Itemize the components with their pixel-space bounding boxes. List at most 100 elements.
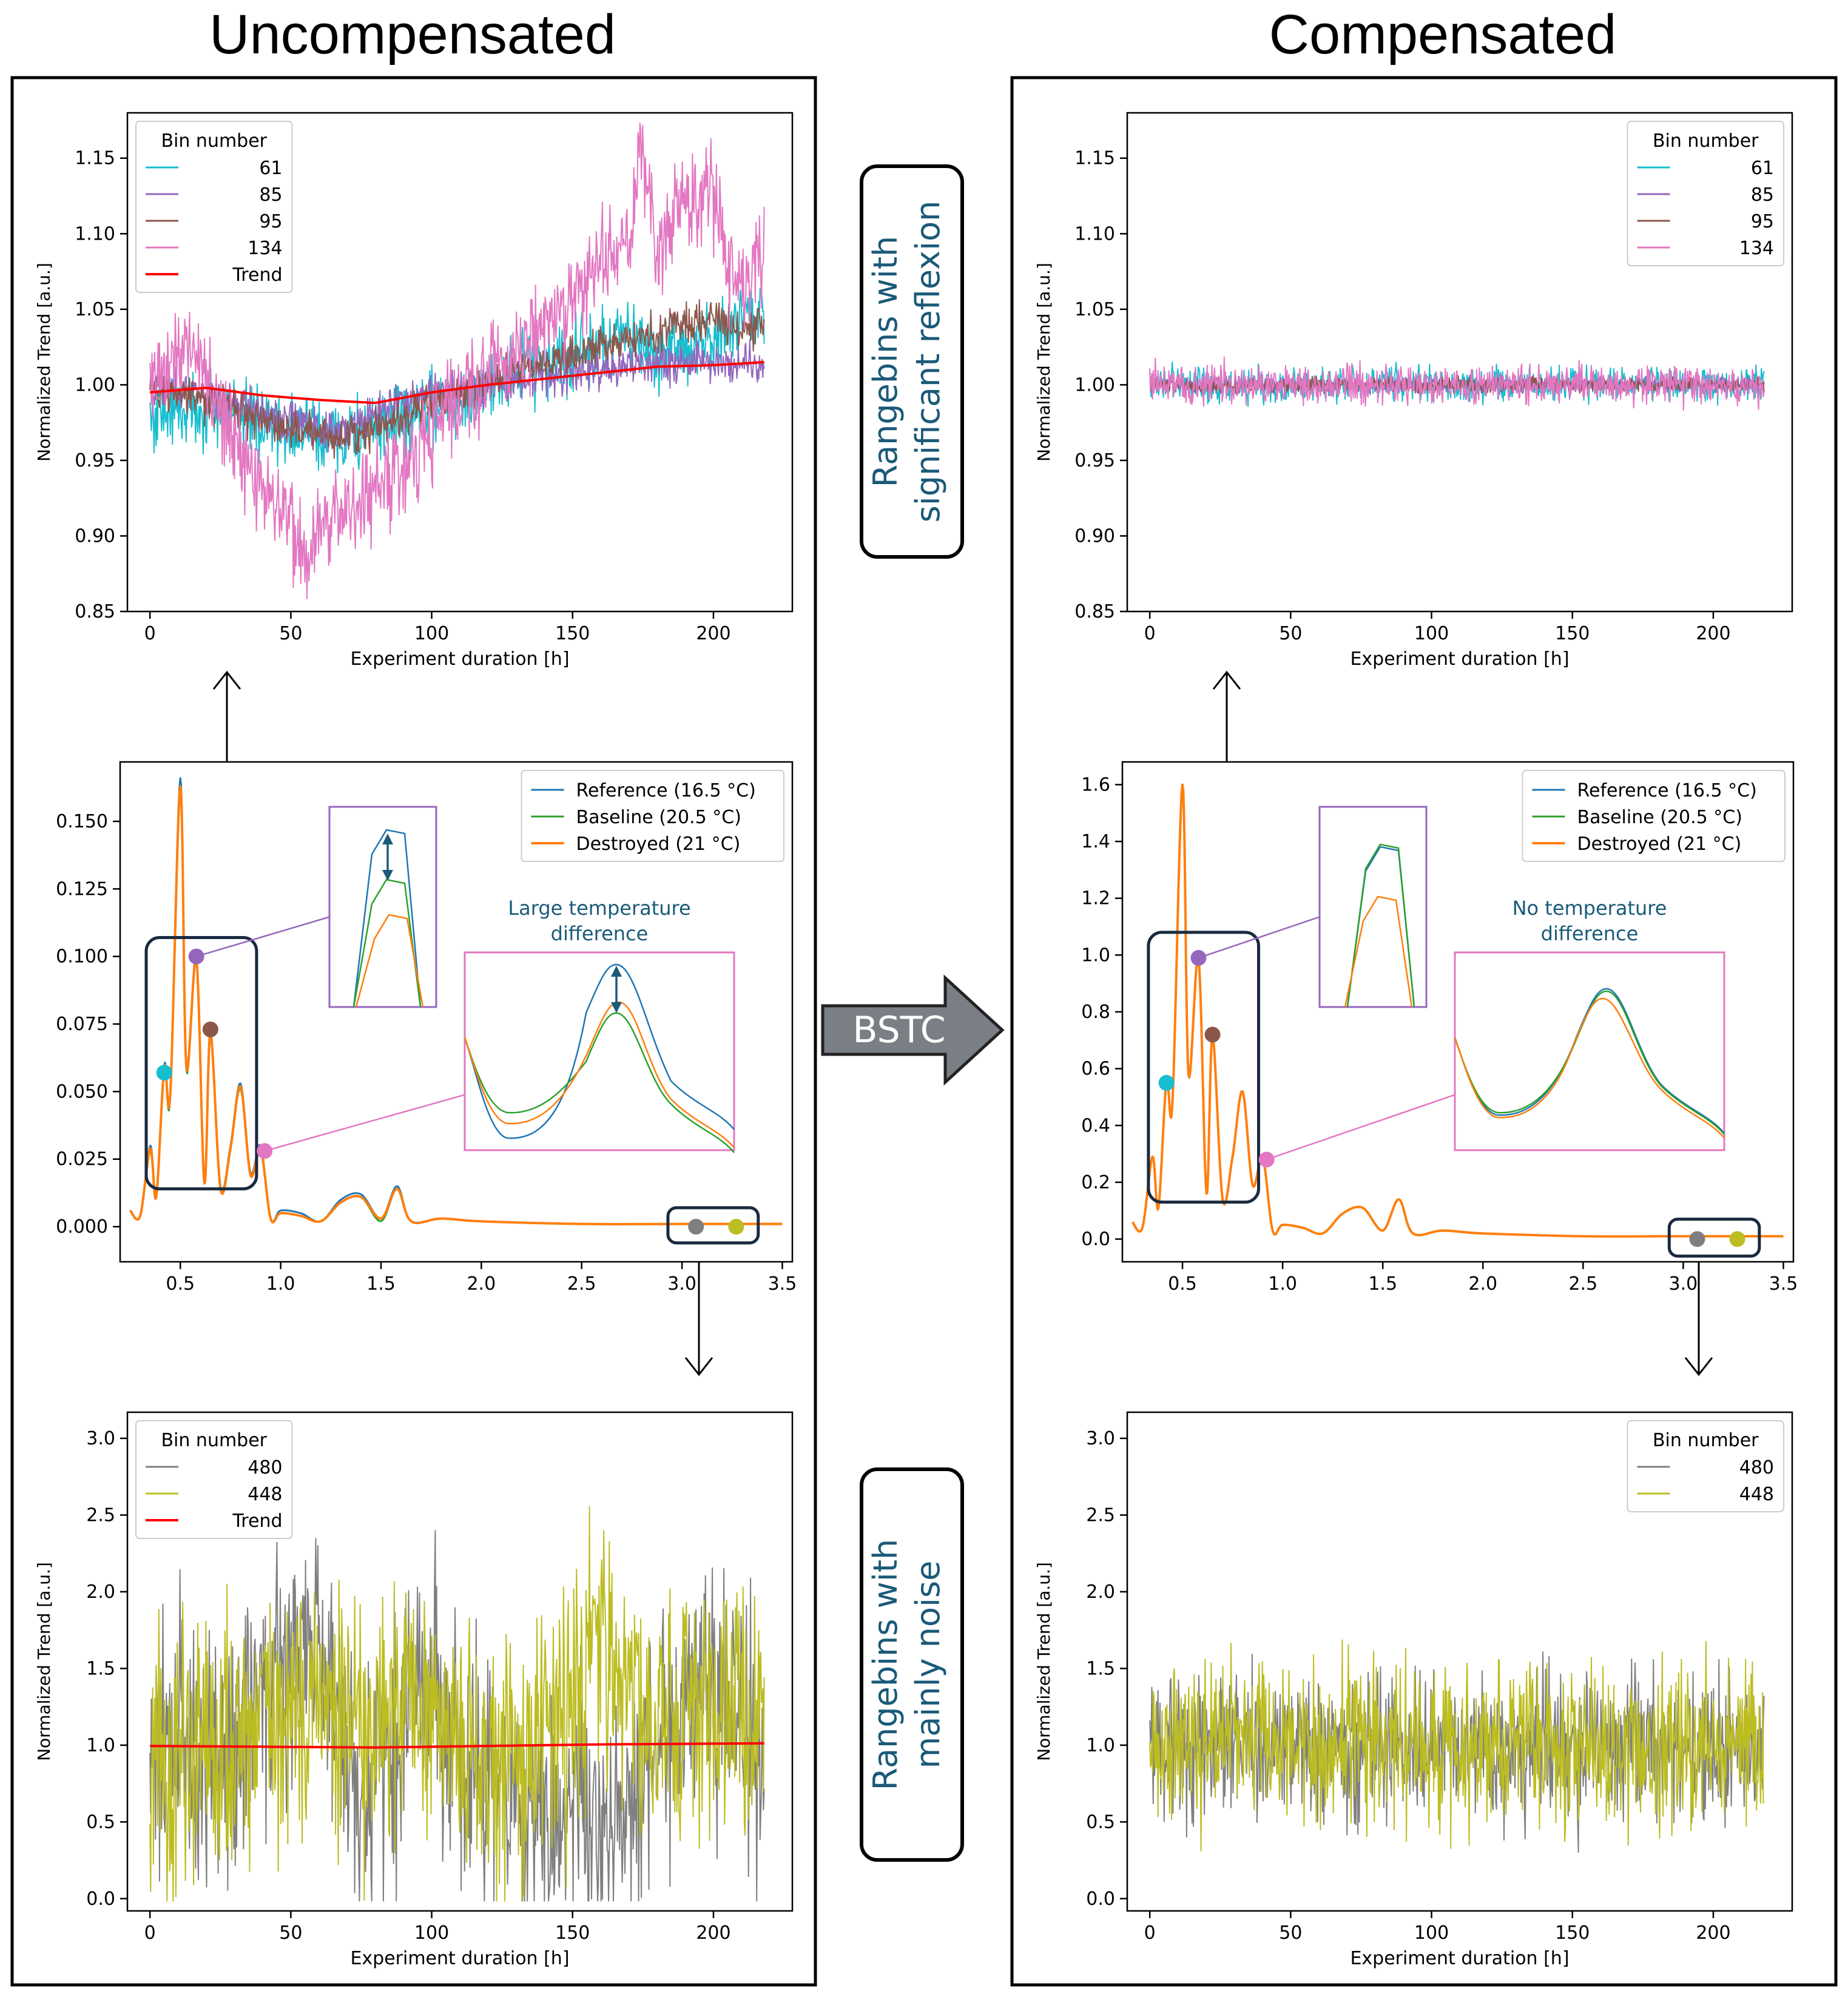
legend-entry: Baseline (20.5 °C) xyxy=(576,807,741,828)
legend: Bin number 61 85 95 134 Trend xyxy=(135,121,293,293)
legend-entry: 61 xyxy=(259,158,282,179)
y-tick-label: 0.000 xyxy=(56,1216,108,1238)
y-tick-label: 0.8 xyxy=(1081,1002,1110,1023)
zoom-inset-large-frame xyxy=(1454,951,1725,1151)
y-tick-label: 0.85 xyxy=(1074,601,1115,622)
x-tick-label: 0 xyxy=(1144,1922,1156,1944)
y-tick-label: 1.05 xyxy=(75,299,115,320)
plot-lines xyxy=(149,122,765,599)
x-tick-label: 150 xyxy=(1555,1922,1590,1944)
x-tick-label: 200 xyxy=(696,623,730,644)
y-axis-label: Normalized Trend [a.u.] xyxy=(34,1562,54,1761)
inset-curve xyxy=(352,878,422,1008)
y-tick-label: 3.0 xyxy=(1086,1428,1115,1449)
legend-entry: 134 xyxy=(1739,238,1774,259)
legend-entry: Reference (16.5 °C) xyxy=(1577,780,1757,801)
temperature-annotation: difference xyxy=(551,922,649,945)
series-448 xyxy=(149,1506,765,1902)
legend-title: Bin number xyxy=(161,130,267,152)
uncompensated-panel-frame xyxy=(10,76,817,1987)
y-axis-label: Normalized Trend [a.u.] xyxy=(34,263,54,462)
y-axis-label: Normalized Trend [a.u.] xyxy=(1034,1562,1054,1761)
zoom-inset-small-frame xyxy=(1318,806,1428,1008)
series-134 xyxy=(1149,356,1765,411)
y-tick-label: 2.0 xyxy=(1086,1581,1115,1603)
series-134 xyxy=(149,122,765,599)
x-tick-label: 150 xyxy=(555,1922,590,1944)
y-tick-label: 0.0 xyxy=(1086,1888,1115,1910)
y-tick-label: 0.85 xyxy=(75,601,115,622)
y-axis-label: Normalized Trend [a.u.] xyxy=(1034,263,1054,462)
legend: Reference (16.5 °C) Baseline (20.5 °C) Des… xyxy=(1522,770,1786,862)
y-tick-label: 1.15 xyxy=(75,148,115,169)
y-tick-label: 2.5 xyxy=(1086,1504,1115,1526)
y-tick-label: 2.0 xyxy=(86,1581,115,1603)
chart-uncomp-top: 0 50 100 150 200 0.85 0.90 0.95 1.00 1.05 1.10 1.15… xyxy=(34,112,794,670)
side-label-noise: Rangebins with mainly noise xyxy=(860,1467,964,1862)
legend-entry: 480 xyxy=(1739,1457,1774,1478)
legend-box xyxy=(1627,121,1784,266)
chart-comp-mid: 0.5 1.0 1.5 2.0 2.5 3.0 3.5 0.0 0.2 0.4 0.6 0.8 1.0 1… xyxy=(1081,761,1798,1295)
legend: Bin number 480 448 Trend xyxy=(135,1420,293,1539)
inset-curve xyxy=(464,1001,735,1148)
bin-marker xyxy=(188,948,204,965)
legend-entry: Destroyed (21 °C) xyxy=(1577,834,1742,855)
legend-box xyxy=(135,121,293,293)
y-tick-label: 0.5 xyxy=(1086,1811,1115,1833)
temperature-annotation: No temperature xyxy=(1512,897,1667,920)
y-tick-label: 1.10 xyxy=(75,223,115,244)
legend-entry: 95 xyxy=(259,211,282,232)
chart-comp-bot: 0 50 100 150 200 0.0 0.5 1.0 1.5 2.0 2.5 3.0 Experim… xyxy=(1034,1411,1793,1969)
side-label-noise-line2: mainly noise xyxy=(909,1561,947,1769)
zoom-inset-small-frame xyxy=(328,806,437,1008)
x-tick-label: 1.0 xyxy=(1268,1273,1297,1295)
x-axis-label: Experiment duration [h] xyxy=(1350,1948,1569,1969)
x-tick-label: 100 xyxy=(1414,623,1449,644)
title-compensated: Compensated xyxy=(1269,4,1617,66)
x-tick-label: 3.0 xyxy=(1669,1273,1698,1295)
series-95 xyxy=(149,299,765,459)
x-tick-label: 1.5 xyxy=(1368,1273,1397,1295)
x-tick-label: 0.5 xyxy=(166,1273,195,1295)
zoom-region-frame xyxy=(144,936,258,1191)
x-tick-label: 50 xyxy=(1279,1922,1302,1944)
x-axis-label: Experiment duration [h] xyxy=(350,1948,569,1969)
y-tick-label: 0.2 xyxy=(1081,1172,1110,1193)
x-tick-label: 150 xyxy=(555,623,590,644)
side-label-reflexion-line2: significant reflexion xyxy=(909,201,947,523)
y-tick-label: 1.5 xyxy=(86,1658,115,1679)
x-tick-label: 200 xyxy=(696,1922,730,1944)
inset-curve xyxy=(355,914,424,1008)
y-tick-label: 1.05 xyxy=(1074,299,1115,320)
bstc-arrow: BSTC xyxy=(821,974,1005,1086)
y-tick-label: 0.050 xyxy=(56,1081,108,1102)
y-tick-label: 0.90 xyxy=(1074,525,1115,547)
zoom-region-frame xyxy=(1147,931,1261,1204)
chart-comp-top: 0 50 100 150 200 0.85 0.90 0.95 1.00 1.05 1.10 1.15… xyxy=(1034,112,1793,670)
x-tick-label: 100 xyxy=(414,1922,449,1944)
difference-arrow-head xyxy=(611,966,622,977)
x-tick-label: 200 xyxy=(1696,1922,1730,1944)
x-tick-label: 3.5 xyxy=(1769,1273,1798,1295)
y-tick-label: 1.10 xyxy=(1074,223,1115,244)
inset-curve xyxy=(1454,990,1725,1135)
legend-box xyxy=(1522,770,1786,862)
y-tick-label: 0.4 xyxy=(1081,1115,1110,1136)
legend: Bin number 480 448 xyxy=(1627,1420,1784,1512)
legend-title: Bin number xyxy=(161,1430,267,1451)
x-tick-label: 50 xyxy=(279,1922,302,1944)
x-tick-label: 100 xyxy=(414,623,449,644)
legend-entry: 480 xyxy=(248,1457,282,1478)
x-axis-label: Experiment duration [h] xyxy=(1350,648,1569,670)
y-tick-label: 1.00 xyxy=(75,374,115,396)
x-tick-label: 150 xyxy=(1555,623,1590,644)
bin-marker xyxy=(688,1219,704,1235)
noise-region-frame xyxy=(1667,1218,1761,1258)
bin-marker xyxy=(257,1143,273,1159)
inset-curve xyxy=(1454,988,1725,1134)
legend-entry: Trend xyxy=(232,1511,282,1532)
legend-entry: 61 xyxy=(1751,158,1774,179)
y-tick-label: 0.5 xyxy=(86,1811,115,1833)
legend-entry: 85 xyxy=(1751,184,1774,206)
difference-arrow-head xyxy=(382,870,393,881)
